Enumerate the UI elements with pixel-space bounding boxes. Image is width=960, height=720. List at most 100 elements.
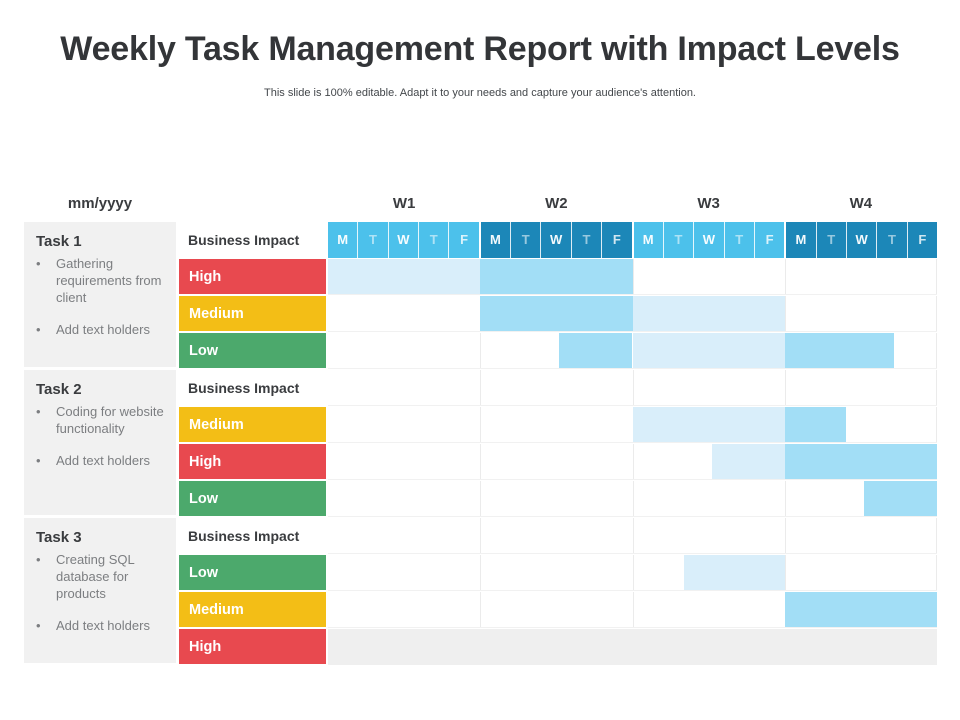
day-header-cell: T [664, 222, 695, 258]
day-header-cell: W [389, 222, 420, 258]
gantt-bar [632, 296, 785, 331]
week-gridline [480, 592, 481, 627]
week-gridline [480, 518, 481, 553]
day-header-cell: M [328, 222, 359, 258]
bullet-dot-icon: • [36, 404, 41, 419]
gantt-row [328, 592, 937, 628]
week-gridline [784, 370, 786, 405]
task-bullet: • Coding for website functionality [36, 403, 168, 437]
task-title: Task 1 [36, 233, 82, 250]
day-header-cell: W [694, 222, 725, 258]
day-header-cell: F [460, 232, 469, 247]
gantt-row [328, 444, 937, 480]
day-header-cell: T [419, 222, 450, 258]
impact-level-cell: High [179, 444, 326, 479]
gantt-row [328, 296, 937, 332]
impact-rows: Business Impact M T W T F M T W T F M T W T F M T W T F High M… [176, 222, 937, 370]
impact-level-cell: Low [179, 481, 326, 516]
week-gridline [632, 592, 634, 627]
week-gridline [632, 370, 634, 405]
impact-level-cell: Low [179, 333, 326, 368]
day-header-cell: T [817, 222, 847, 258]
day-header-cell: T [358, 222, 389, 258]
impact-rows: Business Impact Medium High Low [176, 370, 937, 518]
bullet-dot-icon: • [36, 618, 41, 633]
slide-subtitle: This slide is 100% editable. Adapt it to… [264, 87, 696, 99]
week-gridline [632, 518, 634, 553]
gantt-row [328, 259, 937, 295]
impact-level-cell: Medium [179, 296, 326, 331]
day-header-cell: F [612, 232, 621, 247]
business-impact-cell: Business Impact [179, 370, 326, 405]
bullet-dot-icon: • [36, 552, 41, 567]
task-bullet-text: Add text holders [56, 453, 150, 468]
task-bullet-text: Creating SQL database for products [56, 552, 135, 601]
week-gridline [936, 407, 937, 442]
week-gridline [480, 481, 481, 516]
week-gridline [480, 555, 481, 590]
week-gridline [936, 555, 937, 590]
bullet-dot-icon: • [36, 453, 41, 468]
business-impact-row: Business Impact [176, 518, 937, 554]
gantt-bar [480, 259, 633, 294]
week-gridline [936, 370, 937, 405]
date-format-header: mm/yyyy [67, 195, 133, 212]
week-gridline [480, 370, 481, 405]
impact-level-cell: Low [179, 555, 326, 590]
task-title: Task 3 [36, 529, 82, 546]
task-bullet-text: Coding for website functionality [56, 404, 164, 436]
business-impact-cell: Business Impact [179, 222, 326, 257]
task-bullet: • Creating SQL database for products [36, 551, 168, 602]
task-section: Task 2 • Coding for website functionality •… [24, 370, 937, 518]
week-headers: W1 W2 W3 W4 [328, 186, 937, 222]
impact-level-cell: Medium [179, 407, 326, 442]
bullet-dot-icon: • [36, 256, 41, 271]
task-label-cell: Task 1 • Gathering requirements from clien… [24, 222, 176, 367]
task-bullet: • Add text holders [36, 617, 168, 634]
week-header-w1: W1 [392, 195, 416, 212]
gantt-bar [632, 333, 785, 368]
gantt-bar [684, 555, 785, 590]
week-gridline [480, 407, 481, 442]
impact-row: Low [176, 333, 937, 369]
gantt-bar [632, 407, 785, 442]
gantt-row [328, 333, 937, 369]
impact-row: High [176, 259, 937, 295]
business-impact-row: Business Impact M T W T F M T W T F M T W T F M T W T F [176, 222, 937, 258]
task-bullet-text: Gathering requirements from client [56, 256, 162, 305]
impact-row: Medium [176, 592, 937, 628]
bullet-dot-icon: • [36, 322, 41, 337]
task-sections: Task 1 • Gathering requirements from clien… [24, 222, 937, 666]
week-gridline [784, 259, 786, 294]
slide-title: Weekly Task Management Report with Impac… [60, 30, 900, 68]
gantt-row [328, 629, 937, 665]
week-gridline [936, 259, 937, 294]
day-header-cell: M [786, 222, 817, 258]
impact-level-cell: Medium [179, 592, 326, 627]
task-label-cell: Task 3 • Creating SQL database for product… [24, 518, 176, 663]
day-header-cell: T [725, 222, 755, 258]
gantt-bar [559, 333, 633, 368]
day-header-cell: F [918, 232, 927, 247]
impact-level-cell: High [179, 629, 326, 664]
task-bullet: • Add text holders [36, 321, 168, 338]
task-section: Task 1 • Gathering requirements from clien… [24, 222, 937, 370]
gantt-row [328, 407, 937, 443]
week-header-w3: W3 [697, 195, 720, 212]
week-gridline [632, 259, 634, 294]
week-gridline [480, 444, 481, 479]
task-bullet: • Add text holders [36, 452, 168, 469]
task-bullet: • Gathering requirements from client [36, 255, 168, 306]
day-header-cell: M [481, 222, 512, 258]
gantt-row [328, 555, 937, 591]
week-header-w2: W2 [545, 195, 568, 212]
week-gridline [784, 296, 786, 331]
impact-row: High [176, 629, 937, 665]
task-bullet-text: Add text holders [56, 618, 150, 633]
day-header-cell: T [511, 222, 542, 258]
gantt-row [328, 370, 937, 406]
gantt-bar [480, 296, 633, 331]
